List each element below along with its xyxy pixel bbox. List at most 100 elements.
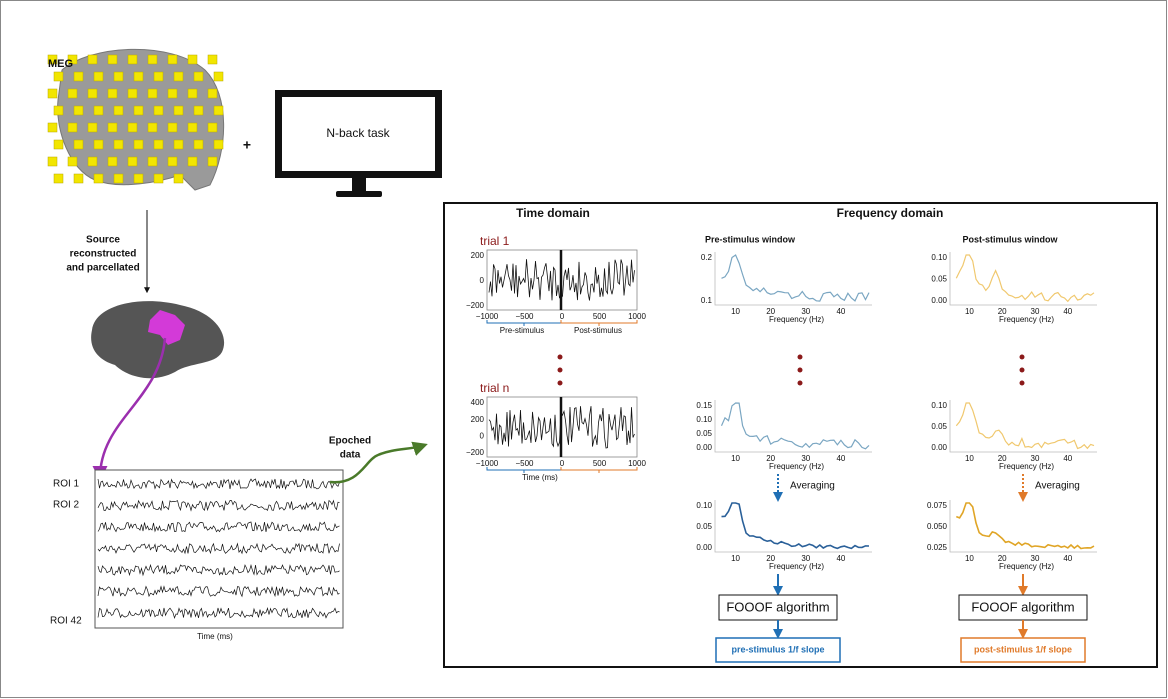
y-tick-label: 0.15 (696, 401, 712, 410)
x-axis-label: Frequency (Hz) (999, 562, 1054, 571)
y-tick-label: 0.2 (701, 253, 713, 262)
sensor (48, 157, 57, 166)
sensor (88, 157, 97, 166)
y-tick-label: 200 (471, 251, 485, 260)
sensor (134, 140, 143, 149)
sensor (54, 140, 63, 149)
sensor (94, 174, 103, 183)
sensor (74, 72, 83, 81)
sensor (188, 55, 197, 64)
section-title: Time domain (516, 206, 590, 220)
x-axis-label: Time (ms) (522, 473, 558, 482)
sensor (194, 72, 203, 81)
sensor (154, 72, 163, 81)
sensor (174, 72, 183, 81)
source-label: and parcellated (66, 263, 139, 274)
sensor (48, 123, 57, 132)
y-tick-label: 0 (480, 276, 485, 285)
x-tick-label: 10 (731, 307, 740, 316)
y-tick-label: 0.00 (931, 296, 947, 305)
x-tick-label: −1000 (476, 459, 499, 468)
sensor (148, 55, 157, 64)
x-tick-label: 500 (593, 459, 607, 468)
y-tick-label: 0.05 (696, 429, 712, 438)
window-title: Post-stimulus window (962, 234, 1058, 244)
sensor (108, 89, 117, 98)
sensor (188, 123, 197, 132)
roi-label: ROI 1 (53, 479, 80, 490)
averaging-label: Averaging (1035, 481, 1080, 492)
sensor (68, 123, 77, 132)
x-tick-label: −1000 (476, 312, 499, 321)
roi-label: ROI 42 (50, 616, 82, 627)
monitor-label: N-back task (326, 126, 390, 140)
x-axis-label: Frequency (Hz) (999, 315, 1054, 324)
sensor (168, 55, 177, 64)
x-tick-label: −500 (515, 459, 534, 468)
ellipsis-dot (798, 381, 803, 386)
window-label: Post-stimulus (574, 326, 622, 335)
sensor (88, 89, 97, 98)
x-tick-label: 1000 (628, 459, 646, 468)
ellipsis-dot (558, 368, 563, 373)
sensor (114, 106, 123, 115)
trial-label: trial n (480, 381, 509, 395)
monitor-base (336, 191, 382, 197)
sensor (114, 140, 123, 149)
sensor (194, 140, 203, 149)
epoched-label: data (340, 450, 361, 461)
result-label: post-stimulus 1/f slope (974, 644, 1072, 654)
sensor (214, 72, 223, 81)
sensor (114, 174, 123, 183)
x-tick-label: 10 (965, 554, 974, 563)
monitor-stand (352, 178, 366, 192)
meg-label: MEG (48, 58, 73, 70)
algorithm-label: FOOOF algorithm (726, 599, 829, 614)
sensor (128, 89, 137, 98)
sensor (134, 106, 143, 115)
sensor (94, 72, 103, 81)
sensor (74, 174, 83, 183)
sensor (114, 72, 123, 81)
x-tick-label: −500 (515, 312, 534, 321)
x-tick-label: 40 (836, 554, 845, 563)
y-tick-label: 400 (471, 398, 485, 407)
y-tick-label: 0.00 (931, 443, 947, 452)
head (58, 49, 224, 190)
x-tick-label: 40 (836, 307, 845, 316)
x-tick-label: 40 (1063, 554, 1072, 563)
x-axis-label: Frequency (Hz) (999, 462, 1054, 471)
x-tick-label: 10 (731, 454, 740, 463)
epoched-label: Epoched (329, 436, 371, 447)
sensor (134, 174, 143, 183)
y-tick-label: 0.025 (927, 543, 948, 552)
sensor (154, 140, 163, 149)
sensor (208, 55, 217, 64)
x-axis-label: Frequency (Hz) (769, 315, 824, 324)
sensor (128, 55, 137, 64)
sensor (88, 123, 97, 132)
sensor (148, 123, 157, 132)
sensor (214, 140, 223, 149)
sensor (148, 89, 157, 98)
section-title: Frequency domain (837, 206, 944, 220)
y-tick-label: 0.05 (931, 422, 947, 431)
ellipsis-dot (798, 368, 803, 373)
sensor (174, 174, 183, 183)
figure: MEG+N-back taskSourcereconstructedand pa… (0, 0, 1168, 699)
sensor (128, 123, 137, 132)
roi-label: ROI 2 (53, 500, 80, 511)
sensor (94, 140, 103, 149)
plus-sign: + (243, 137, 251, 153)
y-tick-label: 0.10 (696, 415, 712, 424)
source-label: reconstructed (70, 249, 137, 260)
sensor (88, 55, 97, 64)
sensor (108, 157, 117, 166)
sensor (74, 140, 83, 149)
sensor (168, 123, 177, 132)
y-tick-label: 0.1 (701, 296, 713, 305)
y-tick-label: 0.00 (696, 443, 712, 452)
ellipsis-dot (1020, 381, 1025, 386)
sensor (74, 106, 83, 115)
result-label: pre-stimulus 1/f slope (731, 644, 824, 654)
